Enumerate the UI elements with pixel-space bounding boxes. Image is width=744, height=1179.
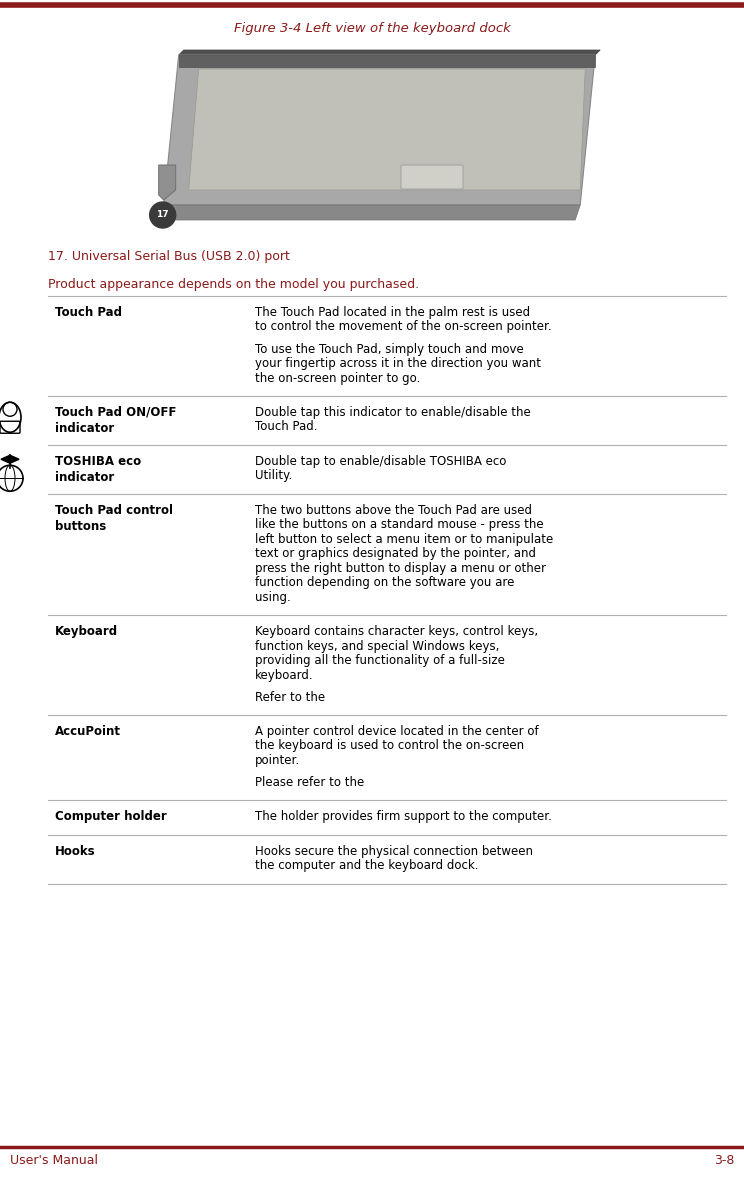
Circle shape	[150, 202, 176, 228]
Text: Computer holder: Computer holder	[55, 810, 167, 823]
Text: pointer.: pointer.	[255, 755, 300, 768]
Text: text or graphics designated by the pointer, and: text or graphics designated by the point…	[255, 547, 536, 560]
Text: function keys, and special Windows keys,: function keys, and special Windows keys,	[255, 640, 499, 653]
Polygon shape	[179, 50, 600, 55]
FancyBboxPatch shape	[401, 165, 463, 189]
Text: Hooks secure the physical connection between: Hooks secure the physical connection bet…	[255, 844, 533, 858]
Text: Touch Pad: Touch Pad	[55, 307, 122, 320]
Text: like the buttons on a standard mouse - press the: like the buttons on a standard mouse - p…	[255, 519, 544, 532]
Text: The two buttons above the Touch Pad are used: The two buttons above the Touch Pad are …	[255, 503, 532, 516]
Polygon shape	[179, 55, 595, 67]
Text: the on-screen pointer to go.: the on-screen pointer to go.	[255, 373, 420, 386]
Text: Keyboard: Keyboard	[55, 625, 118, 638]
Text: Figure 3-4 Left view of the keyboard dock: Figure 3-4 Left view of the keyboard doc…	[234, 22, 510, 35]
Text: TOSHIBA eco
indicator: TOSHIBA eco indicator	[55, 455, 141, 483]
Polygon shape	[189, 70, 586, 190]
Text: providing all the functionality of a full-size: providing all the functionality of a ful…	[255, 654, 505, 667]
Text: A pointer control device located in the center of: A pointer control device located in the …	[255, 725, 539, 738]
Text: Utility.: Utility.	[255, 469, 292, 482]
Text: the keyboard is used to control the on-screen: the keyboard is used to control the on-s…	[255, 739, 524, 752]
Text: 17. Universal Serial Bus (USB 2.0) port: 17. Universal Serial Bus (USB 2.0) port	[48, 250, 290, 263]
Text: to control the movement of the on-screen pointer.: to control the movement of the on-screen…	[255, 321, 551, 334]
Text: Keyboard contains character keys, control keys,: Keyboard contains character keys, contro…	[255, 625, 538, 638]
Polygon shape	[1, 455, 10, 463]
Text: Touch Pad ON/OFF
indicator: Touch Pad ON/OFF indicator	[55, 406, 176, 435]
Text: your fingertip across it in the direction you want: your fingertip across it in the directio…	[255, 357, 541, 370]
Text: Refer to the: Refer to the	[255, 691, 329, 704]
Polygon shape	[158, 165, 176, 200]
Text: Please refer to the: Please refer to the	[255, 777, 368, 790]
Text: The Touch Pad located in the palm rest is used: The Touch Pad located in the palm rest i…	[255, 307, 530, 320]
Text: function depending on the software you are: function depending on the software you a…	[255, 577, 514, 590]
Text: Touch Pad.: Touch Pad.	[255, 420, 318, 433]
Text: using.: using.	[255, 591, 291, 604]
Text: 17: 17	[156, 211, 169, 219]
Text: 3-8: 3-8	[713, 1154, 734, 1167]
Text: To use the Touch Pad, simply touch and move: To use the Touch Pad, simply touch and m…	[255, 343, 524, 356]
Text: Double tap this indicator to enable/disable the: Double tap this indicator to enable/disa…	[255, 406, 530, 419]
Text: AccuPoint: AccuPoint	[55, 725, 121, 738]
Text: Touch Pad control
buttons: Touch Pad control buttons	[55, 503, 173, 533]
Text: Double tap to enable/disable TOSHIBA eco: Double tap to enable/disable TOSHIBA eco	[255, 455, 507, 468]
Text: Hooks: Hooks	[55, 844, 96, 858]
Polygon shape	[158, 205, 580, 220]
Text: the computer and the keyboard dock.: the computer and the keyboard dock.	[255, 859, 478, 872]
Text: keyboard.: keyboard.	[255, 668, 314, 681]
Text: press the right button to display a menu or other: press the right button to display a menu…	[255, 561, 546, 574]
Text: The holder provides firm support to the computer.: The holder provides firm support to the …	[255, 810, 552, 823]
Polygon shape	[10, 455, 19, 463]
Text: User's Manual: User's Manual	[10, 1154, 98, 1167]
Polygon shape	[164, 55, 595, 205]
Text: left button to select a menu item or to manipulate: left button to select a menu item or to …	[255, 533, 554, 546]
Text: Product appearance depends on the model you purchased.: Product appearance depends on the model …	[48, 278, 419, 291]
